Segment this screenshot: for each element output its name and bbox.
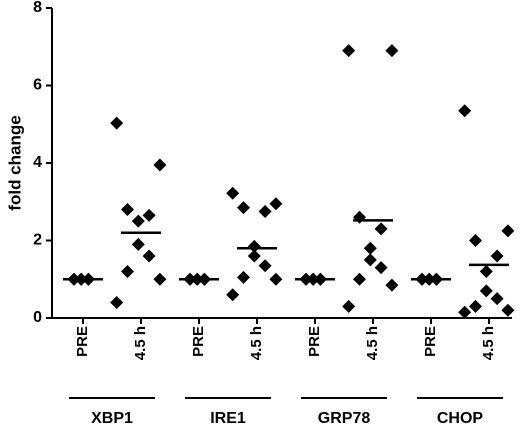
data-point [458, 305, 472, 319]
data-point [353, 210, 366, 224]
x-tick-label: PRE [422, 326, 439, 357]
data-point [490, 249, 504, 263]
x-tick-label: 4.5 h [248, 326, 265, 360]
x-tick-label: PRE [74, 326, 91, 357]
data-point [226, 186, 240, 200]
x-tick-label: PRE [306, 326, 323, 357]
data-point [121, 203, 134, 216]
data-point [110, 116, 124, 130]
group-label: XBP1 [91, 410, 133, 427]
data-point [342, 299, 356, 313]
data-point [269, 197, 283, 211]
data-point [363, 253, 377, 267]
group-label: IRE1 [210, 410, 246, 427]
data-point [142, 249, 156, 263]
data-point [501, 303, 515, 317]
data-point [237, 201, 250, 215]
data-point [142, 208, 156, 222]
data-point [131, 214, 145, 228]
y-axis-label: fold change [5, 115, 24, 210]
y-tick-label: 4 [33, 154, 42, 171]
y-tick-label: 6 [33, 77, 42, 94]
data-point [258, 259, 272, 273]
data-point [258, 204, 272, 218]
data-point [374, 261, 388, 275]
data-point [153, 158, 167, 172]
data-point [342, 44, 356, 58]
data-point [501, 224, 515, 238]
data-point [353, 272, 366, 286]
data-point [121, 265, 134, 278]
data-point [458, 104, 472, 118]
data-point [479, 265, 493, 278]
data-point [385, 44, 399, 58]
group-label: CHOP [437, 410, 484, 427]
data-point [469, 234, 482, 247]
data-point [153, 272, 167, 286]
y-tick-label: 2 [33, 232, 42, 249]
data-point [469, 299, 482, 313]
data-point [269, 272, 283, 286]
data-point [247, 249, 261, 263]
data-point [110, 296, 124, 309]
x-tick-label: PRE [190, 326, 207, 357]
data-point [237, 270, 250, 284]
x-tick-label: 4.5 h [364, 326, 381, 360]
data-point [374, 222, 388, 236]
data-point [226, 288, 240, 302]
data-point [490, 292, 504, 306]
x-tick-label: 4.5 h [132, 326, 149, 360]
x-tick-label: 4.5 h [480, 326, 497, 360]
data-point [247, 239, 261, 253]
data-point [363, 241, 377, 255]
data-point [385, 278, 399, 292]
group-label: GRP78 [318, 410, 371, 427]
y-tick-label: 8 [33, 0, 42, 16]
data-point [131, 237, 145, 251]
y-tick-label: 0 [33, 309, 42, 326]
data-point [479, 284, 493, 298]
